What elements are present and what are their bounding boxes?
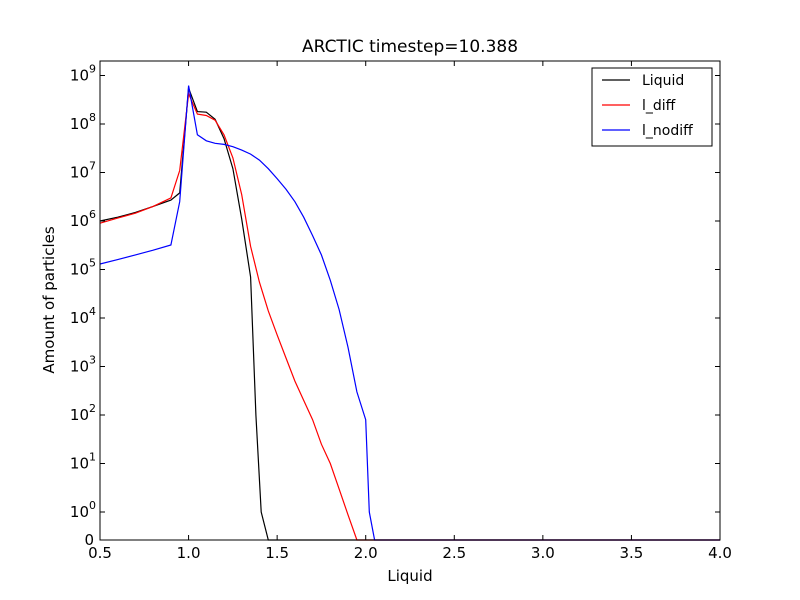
y-tick-label: 0 bbox=[84, 531, 94, 549]
x-tick-label: 1.5 bbox=[265, 544, 289, 562]
legend-box bbox=[591, 67, 713, 147]
y-tick-label: 105 bbox=[70, 257, 96, 279]
y-axis: 0 100 101 102 103 104 105 106 107 108 109 bbox=[70, 63, 720, 549]
y-tick-label: 108 bbox=[70, 111, 96, 133]
x-tick-label: 4.0 bbox=[708, 544, 732, 562]
series-line-l-diff bbox=[99, 91, 720, 541]
legend-label-l-diff: l_diff bbox=[642, 98, 676, 114]
x-tick-label: 0.5 bbox=[88, 544, 112, 562]
legend: Liquid l_diff l_nodiff bbox=[591, 67, 713, 147]
x-tick-label: 3.5 bbox=[619, 544, 643, 562]
y-tick-label: 107 bbox=[70, 160, 96, 182]
y-tick-label: 102 bbox=[70, 402, 96, 424]
plot-frame bbox=[99, 60, 721, 541]
y-tick-label: 103 bbox=[70, 354, 96, 376]
y-tick-label: 100 bbox=[70, 499, 96, 521]
y-tick-label: 104 bbox=[70, 305, 96, 327]
series-line-l-nodiff bbox=[99, 85, 720, 541]
x-tick-label: 2.5 bbox=[442, 544, 466, 562]
x-axis: 0.5 1.0 1.5 2.0 2.5 3.0 3.5 4.0 bbox=[88, 61, 732, 562]
x-tick-label: 1.0 bbox=[177, 544, 201, 562]
x-axis-label: Liquid bbox=[387, 567, 432, 585]
series-layer bbox=[99, 85, 720, 541]
chart-title: ARCTIC timestep=10.388 bbox=[302, 37, 518, 57]
y-axis-label: Amount of particles bbox=[40, 226, 58, 374]
legend-label-l-nodiff: l_nodiff bbox=[642, 123, 693, 139]
x-tick-label: 3.0 bbox=[531, 544, 555, 562]
legend-label-liquid: Liquid bbox=[642, 73, 684, 89]
y-tick-label: 106 bbox=[70, 208, 96, 230]
y-tick-label: 101 bbox=[70, 451, 96, 473]
x-tick-label: 2.0 bbox=[354, 544, 378, 562]
y-tick-label: 109 bbox=[70, 63, 96, 85]
